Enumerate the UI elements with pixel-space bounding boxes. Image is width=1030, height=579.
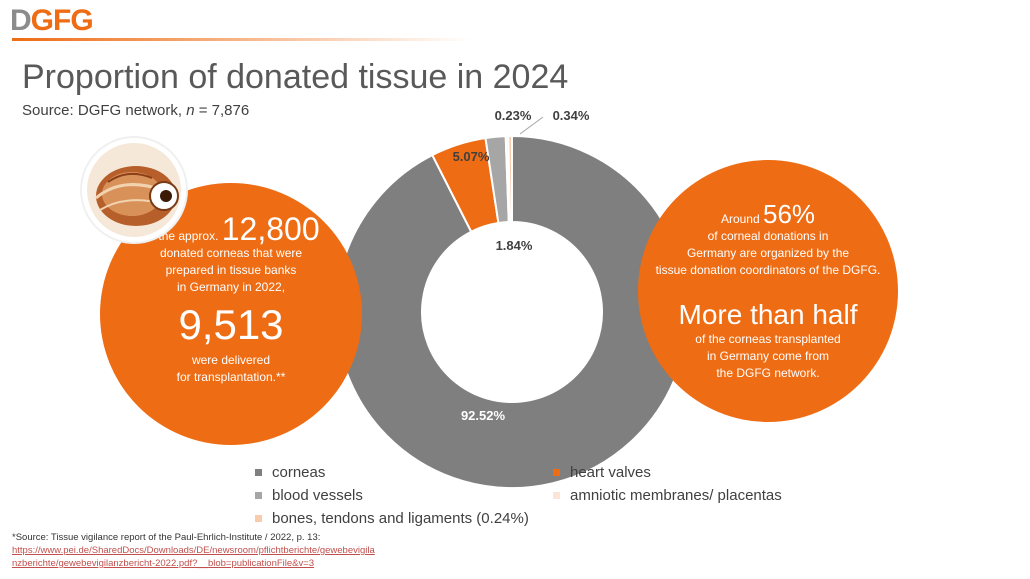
legend-swatch <box>553 492 560 499</box>
left-number-12800: 12,800 <box>221 211 320 247</box>
footnote-link-part-2[interactable]: nzberichte/gewebevigilanzbericht-2022.pd… <box>12 558 315 569</box>
left-text-2: donated corneas that were <box>159 246 303 260</box>
eye-icon <box>87 143 181 237</box>
legend-label: amniotic membranes/ placentas <box>570 487 782 504</box>
legend-item-blood-vessels: blood vessels <box>255 487 363 504</box>
footnote-link-part-1[interactable]: https://www.pei.de/SharedDocs/Downloads/… <box>12 545 375 556</box>
left-text-5: were delivered <box>191 353 271 367</box>
left-text-4: in Germany in 2022, <box>176 280 286 294</box>
data-label-amniotic: 0.23% <box>495 108 532 123</box>
donut-slices <box>335 134 689 489</box>
logo-part-gfg: GFG <box>30 4 94 37</box>
donut-data-labels: 92.52% 5.07% 1.84% 0.23% 0.34% <box>453 108 590 423</box>
legend-label: corneas <box>272 464 326 481</box>
legend-swatch <box>255 515 262 522</box>
right-text-4: of the corneas transplanted <box>695 332 841 346</box>
right-headline: More than half <box>678 299 858 330</box>
legend-item-heart-valves: heart valves <box>553 464 651 481</box>
subtitle-n: n <box>186 102 195 119</box>
subtitle-prefix: Source: DGFG network, <box>22 102 187 119</box>
subtitle-suffix: = 7,876 <box>194 102 250 119</box>
legend-item-amniotic-membranes: amniotic membranes/ placentas <box>553 487 782 504</box>
legend-item-bones-tendons: bones, tendons and ligaments (0.24%) <box>255 510 529 527</box>
data-label-blood: 1.84% <box>496 238 533 253</box>
footnote: *Source: Tissue vigilance report of the … <box>12 531 375 570</box>
eye-image <box>82 138 186 242</box>
label-leader-line <box>519 116 544 135</box>
right-text-5: in Germany come from <box>706 349 830 363</box>
right-text-6: the DGFG network. <box>716 366 820 380</box>
right-text-1: of corneal donations in <box>707 229 829 243</box>
left-text-6: for transplantation.** <box>176 370 286 384</box>
header-rule <box>12 38 472 41</box>
data-label-bones: 0.34% <box>553 108 590 123</box>
legend-swatch <box>255 469 262 476</box>
left-text-3: prepared in tissue banks <box>165 263 297 277</box>
page-subtitle: Source: DGFG network, n = 7,876 <box>22 102 249 119</box>
data-label-heart: 5.07% <box>453 149 490 164</box>
logo-part-d: D <box>10 4 32 37</box>
right-percent: 56% <box>763 199 816 229</box>
legend-label: blood vessels <box>272 487 363 504</box>
slice-bones <box>507 134 513 224</box>
left-number-9513: 9,513 <box>178 301 284 348</box>
legend-item-corneas: corneas <box>255 464 325 481</box>
right-text-2: Germany are organized by the <box>686 246 850 260</box>
dgfg-logo: DGFG <box>10 4 94 38</box>
right-prefix: Around <box>720 212 760 226</box>
page-title: Proportion of donated tissue in 2024 <box>22 58 569 96</box>
legend-swatch <box>255 492 262 499</box>
right-text-3: tissue donation coordinators of the DGFG… <box>655 263 881 277</box>
legend-label: heart valves <box>570 464 651 481</box>
legend-swatch <box>553 469 560 476</box>
footnote-source: *Source: Tissue vigilance report of the … <box>12 532 321 543</box>
data-label-corneas: 92.52% <box>461 408 506 423</box>
right-info-circle: Around 56% of corneal donations in Germa… <box>638 160 898 422</box>
legend-label: bones, tendons and ligaments (0.24%) <box>272 510 529 527</box>
